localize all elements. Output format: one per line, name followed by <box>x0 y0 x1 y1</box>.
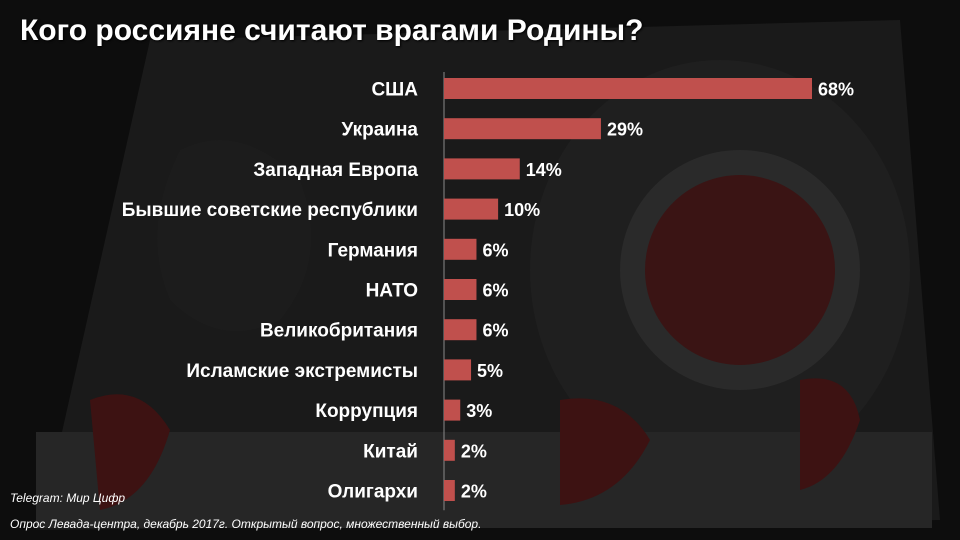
category-label: НАТО <box>366 281 418 302</box>
value-label: 2% <box>461 482 487 502</box>
category-label: Коррупция <box>315 401 418 422</box>
value-label: 68% <box>818 80 854 100</box>
source-credit: Telegram: Мир Цифр <box>10 491 126 505</box>
category-label: Исламские экстремисты <box>186 361 418 382</box>
category-label: Украина <box>341 120 418 141</box>
category-label: Бывшие советские республики <box>122 200 418 221</box>
bar <box>444 319 477 341</box>
category-label: Олигархи <box>328 482 418 503</box>
bar <box>444 78 812 99</box>
value-label: 3% <box>466 401 492 421</box>
value-label: 2% <box>461 441 487 461</box>
bar <box>444 118 601 140</box>
value-label: 6% <box>482 281 508 301</box>
bar <box>444 198 499 220</box>
category-label: США <box>371 80 418 101</box>
value-label: 29% <box>607 120 643 140</box>
bar <box>444 158 520 180</box>
bar <box>444 439 455 461</box>
bar <box>444 359 472 381</box>
category-label: Китай <box>363 441 418 462</box>
value-label: 10% <box>504 200 540 220</box>
value-label: 6% <box>482 321 508 341</box>
category-label: Западная Европа <box>253 160 418 181</box>
bar <box>444 279 477 300</box>
value-label: 6% <box>482 240 508 260</box>
category-label: Германия <box>328 240 418 261</box>
value-label: 5% <box>477 361 503 381</box>
category-label: Великобритания <box>260 321 418 342</box>
bar <box>444 238 477 260</box>
bar <box>444 399 461 421</box>
value-label: 14% <box>526 160 562 180</box>
chart-title: Кого россияне считают врагами Родины? <box>20 14 644 47</box>
bar <box>444 480 455 501</box>
survey-note: Опрос Левада-центра, декабрь 2017г. Откр… <box>10 517 482 531</box>
